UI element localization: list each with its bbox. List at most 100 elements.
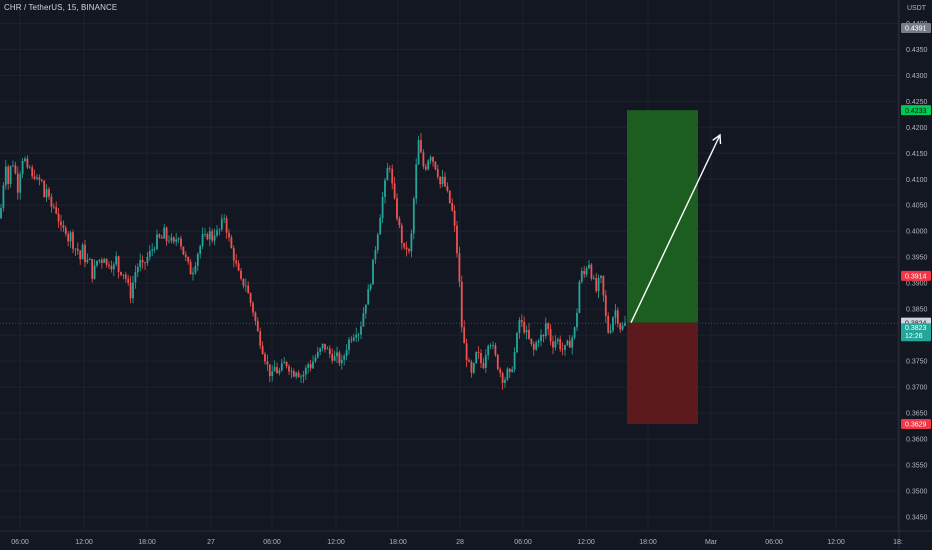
y-tick-label: 0.3450 <box>906 515 928 522</box>
candle-body <box>19 174 22 193</box>
candle-body <box>144 262 146 264</box>
candle-body <box>76 248 79 251</box>
candle-body <box>168 240 170 242</box>
candle-body <box>360 326 362 335</box>
candle-body <box>352 337 355 341</box>
candle-body <box>595 278 598 292</box>
candle-body <box>79 250 82 260</box>
candle-body <box>175 239 178 242</box>
chart-header[interactable]: CHR / TetherUS, 15, BINANCE <box>4 3 117 12</box>
candle-body <box>115 256 118 265</box>
candle-body <box>619 323 622 330</box>
candle-body <box>470 361 473 373</box>
candle-body <box>230 237 233 249</box>
x-tick-label: 06:00 <box>263 539 281 546</box>
candle-body <box>396 198 398 219</box>
candle-body <box>415 164 418 199</box>
candle-body <box>237 263 240 271</box>
candle-body <box>393 183 396 199</box>
candle-body <box>429 157 432 161</box>
x-tick-label: 12:00 <box>577 539 595 546</box>
current-price-label: 0.3823 <box>905 325 927 332</box>
candle-body <box>367 289 370 305</box>
candle-body <box>345 350 348 357</box>
candle-body <box>530 338 533 344</box>
y-tick-label: 0.4100 <box>906 177 928 184</box>
projection-arrow[interactable] <box>630 133 722 323</box>
candle-body <box>2 185 5 208</box>
current-price-bg <box>901 323 931 342</box>
interval-label[interactable]: 15 <box>67 3 77 12</box>
candle-body <box>571 337 574 348</box>
candle-body <box>537 340 540 343</box>
candle-body <box>475 352 478 364</box>
candle-body <box>264 353 266 362</box>
x-tick-label: 12:00 <box>327 539 345 546</box>
candle-body <box>540 334 542 341</box>
candle-body <box>216 230 218 236</box>
candle-body <box>492 345 494 347</box>
y-tick-label: 0.3650 <box>906 411 928 418</box>
candle-body <box>235 260 238 264</box>
candle-body <box>446 186 449 191</box>
currency-label[interactable]: USDT <box>906 5 926 12</box>
stop-high-price-label: 0.3914 <box>905 274 927 281</box>
candle-body <box>122 274 125 276</box>
candle-body <box>242 278 245 286</box>
candle-body <box>448 190 451 203</box>
candle-body <box>388 168 391 169</box>
candle-body <box>516 332 518 353</box>
candle-body <box>261 345 264 354</box>
candle-body <box>336 352 338 357</box>
candle-body <box>112 264 115 270</box>
candle-body <box>62 225 65 228</box>
candle-body <box>588 264 590 269</box>
time-scale[interactable]: 06:00 12:00 18:00 27 06:00 12:00 18:00 28 06:00 1… <box>11 539 903 546</box>
candle-body <box>513 352 516 370</box>
candle-body <box>117 256 120 273</box>
candle-body <box>120 272 122 275</box>
candle-body <box>295 372 298 377</box>
candle-body <box>357 334 360 336</box>
candle-body <box>436 169 439 177</box>
candle-body <box>314 357 317 362</box>
candle-body <box>160 237 163 239</box>
candle-body <box>204 233 206 235</box>
candle-body <box>573 327 576 338</box>
candle-body <box>331 354 334 361</box>
candle-body <box>602 275 605 296</box>
candle-body <box>4 166 7 186</box>
candle-body <box>88 258 91 260</box>
x-tick-label: 27 <box>207 539 215 546</box>
candle-body <box>81 244 84 260</box>
candle-body <box>484 355 487 369</box>
candle-body <box>506 368 509 380</box>
candle-body <box>405 247 408 250</box>
candle-body <box>127 278 130 283</box>
candle-body <box>244 285 247 287</box>
symbol-label[interactable]: CHR / TetherUS <box>4 3 63 12</box>
candle-body <box>420 140 422 153</box>
candle-body <box>24 158 26 162</box>
candle-body <box>165 227 168 242</box>
candle-body <box>489 345 492 347</box>
y-tick-label: 0.3950 <box>906 255 928 262</box>
candle-body <box>276 367 278 374</box>
profit-zone <box>627 110 698 323</box>
candle-body <box>547 323 550 330</box>
candle-body <box>372 259 374 285</box>
candle-body <box>624 322 626 326</box>
candle-body <box>180 238 182 247</box>
candle-body <box>460 281 463 328</box>
exchange-label: BINANCE <box>81 3 118 12</box>
x-tick-label: Mar <box>705 539 718 546</box>
candle-body <box>280 363 283 371</box>
candle-body <box>468 360 470 362</box>
candle-body <box>350 339 353 341</box>
candle-body <box>472 363 475 373</box>
candle-body <box>439 176 442 185</box>
candle-body <box>340 359 343 364</box>
